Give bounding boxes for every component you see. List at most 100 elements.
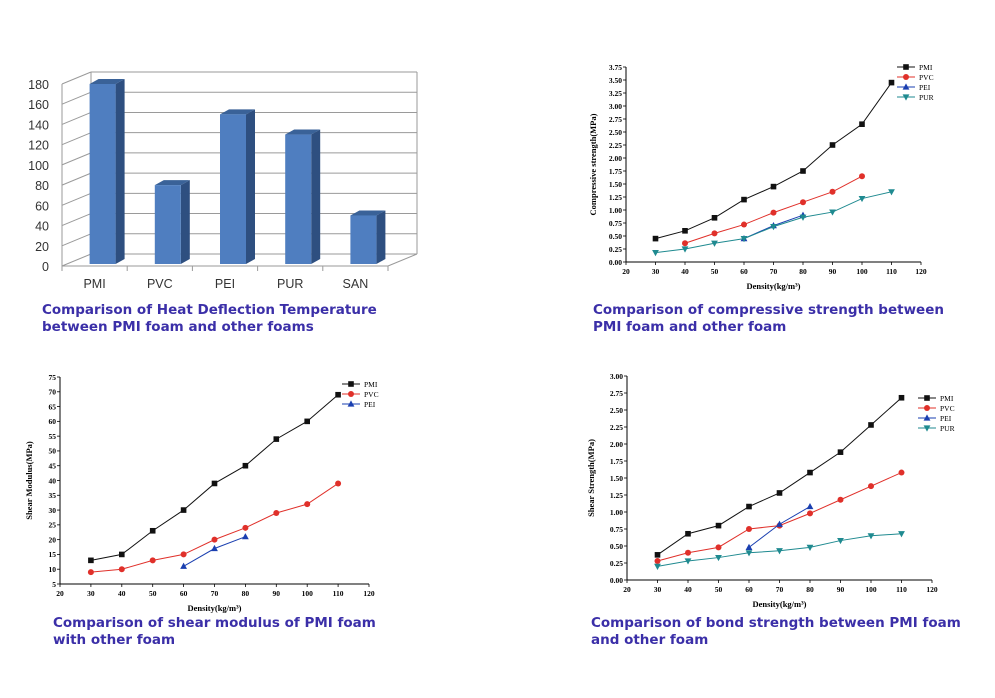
compressive-caption-line-1: Comparison of compressive strength betwe… <box>593 302 944 318</box>
shear-data-point <box>149 557 156 564</box>
compressive-y-tick-label: 1.00 <box>609 206 622 215</box>
hdt-bar-front <box>350 215 377 264</box>
compressive-legend-item: PUR <box>897 93 934 102</box>
compressive-y-tick-label: 0.75 <box>609 219 622 228</box>
bond-x-tick-label: 110 <box>896 585 907 594</box>
compressive-data-point <box>652 235 659 242</box>
compressive-data-point <box>770 224 777 231</box>
shear-legend-label: PVC <box>364 390 379 399</box>
compressive-line-chart: 0.00 0.25 0.50 0.75 1.00 1.25 1.50 1.75 2.00 2.25… <box>588 63 934 291</box>
compressive-data-point <box>711 215 718 221</box>
compressive-y-tick-label: 1.50 <box>609 180 622 189</box>
compressive-legend-label: PVC <box>919 73 934 82</box>
bond-x-tick-label: 100 <box>865 585 877 594</box>
bond-x-tick-label: 70 <box>776 585 784 594</box>
bond-y-tick-label: 1.75 <box>610 457 623 466</box>
bond-data-point <box>807 510 813 517</box>
bond-data-point <box>837 496 844 503</box>
hdt-y-tick-label: 100 <box>28 159 49 173</box>
bond-data-point <box>715 554 722 562</box>
bond-caption-line-2: and other foam <box>591 632 709 648</box>
shear-legend-marker <box>347 400 355 407</box>
bond-x-tick-label: 20 <box>623 585 631 594</box>
hdt-gridline-side <box>61 192 92 206</box>
bond-x-tick-label: 40 <box>684 585 692 594</box>
bond-data-point <box>807 469 813 476</box>
bond-data-point <box>898 469 905 476</box>
compressive-y-axis-label: Compressive strength(MPa) <box>588 113 598 215</box>
compressive-y-tick-label: 1.75 <box>609 167 622 176</box>
shear-data-point <box>335 391 341 398</box>
bond-series-pei <box>745 502 814 550</box>
compressive-x-tick-label: 30 <box>652 267 660 276</box>
compressive-y-tick-label: 3.00 <box>609 102 622 111</box>
compressive-y-tick-label: 0.50 <box>609 232 622 241</box>
shear-data-point <box>211 536 218 543</box>
compressive-caption: Comparison of compressive strength betwe… <box>593 302 944 336</box>
hdt-floor-right <box>387 253 418 267</box>
compressive-y-tick-label: 2.75 <box>609 115 622 124</box>
shear-data-point <box>119 551 125 558</box>
compressive-x-axis-label: Density(kg/m³) <box>746 281 800 291</box>
shear-x-tick-label: 120 <box>363 589 375 598</box>
bond-data-point <box>867 533 875 540</box>
hdt-bar <box>220 109 255 264</box>
bond-data-point <box>868 483 874 490</box>
compressive-data-point <box>682 228 688 234</box>
hdt-y-tick-label: 80 <box>35 179 49 193</box>
hdt-bar-side <box>180 180 190 264</box>
bond-x-tick-label: 50 <box>715 585 723 594</box>
hdt-x-tick-label: PVC <box>147 277 173 291</box>
compressive-data-point <box>741 221 747 228</box>
shear-y-axis-label: Shear Modulus(MPa) <box>24 441 34 520</box>
bond-x-tick-label: 60 <box>745 585 753 594</box>
bond-legend-item: PVC <box>918 404 955 413</box>
hdt-gridline-side <box>61 111 92 125</box>
shear-y-tick-label: 5 <box>52 580 56 589</box>
bond-y-tick-label: 1.50 <box>610 474 623 483</box>
shear-series-pvc <box>87 480 342 576</box>
compressive-x-tick-label: 80 <box>799 267 807 276</box>
shear-y-tick-label: 60 <box>49 417 57 426</box>
shear-y-tick-label: 55 <box>49 432 57 441</box>
bond-series-line <box>657 472 902 562</box>
compressive-data-point <box>799 214 807 221</box>
bond-legend-label: PUR <box>940 424 955 433</box>
hdt-bar-side <box>376 210 386 264</box>
hdt-bar <box>285 129 321 264</box>
bond-y-tick-label: 0.50 <box>610 542 623 551</box>
compressive-data-point <box>740 236 748 243</box>
bond-data-point <box>654 552 661 558</box>
compressive-legend-label: PUR <box>919 93 934 102</box>
compressive-data-point <box>711 240 718 247</box>
bond-y-tick-label: 0.00 <box>610 576 623 585</box>
compressive-x-tick-label: 70 <box>770 267 778 276</box>
bond-chart-panel: 0.00 0.25 0.50 0.75 1.00 1.25 1.50 1.75 2.00 2.25… <box>580 368 960 613</box>
bond-data-point <box>837 537 844 545</box>
compressive-data-point <box>770 209 777 216</box>
shear-data-point <box>211 480 218 487</box>
hdt-bar-side <box>246 109 255 264</box>
bond-data-point <box>715 544 722 551</box>
shear-line-chart: 5 10 15 20 25 30 35 40 45 50 55 60 65 70 75 20 30 40 50 60 7… <box>24 373 379 613</box>
hdt-bar-top <box>220 109 255 115</box>
compressive-data-point <box>859 173 865 180</box>
bond-x-axis-label: Density(kg/m³) <box>752 599 806 609</box>
bond-data-point <box>776 520 783 527</box>
bond-data-point <box>898 531 905 538</box>
bond-y-tick-label: 0.25 <box>610 559 623 568</box>
hdt-bar-top <box>89 79 125 84</box>
bond-series-line <box>657 397 902 556</box>
shear-y-tick-label: 45 <box>49 462 57 471</box>
bond-y-tick-label: 2.25 <box>610 423 623 432</box>
hdt-gridline-side <box>61 132 92 146</box>
bond-y-tick-label: 3.00 <box>610 372 623 381</box>
compressive-data-point <box>800 199 806 206</box>
bond-y-tick-label: 2.50 <box>610 406 623 415</box>
shear-y-tick-label: 75 <box>49 373 57 382</box>
bond-data-point <box>745 550 753 557</box>
bond-data-point <box>806 544 814 551</box>
shear-data-point <box>180 562 187 569</box>
hdt-bar-front <box>220 114 246 264</box>
hdt-bar <box>154 180 190 264</box>
